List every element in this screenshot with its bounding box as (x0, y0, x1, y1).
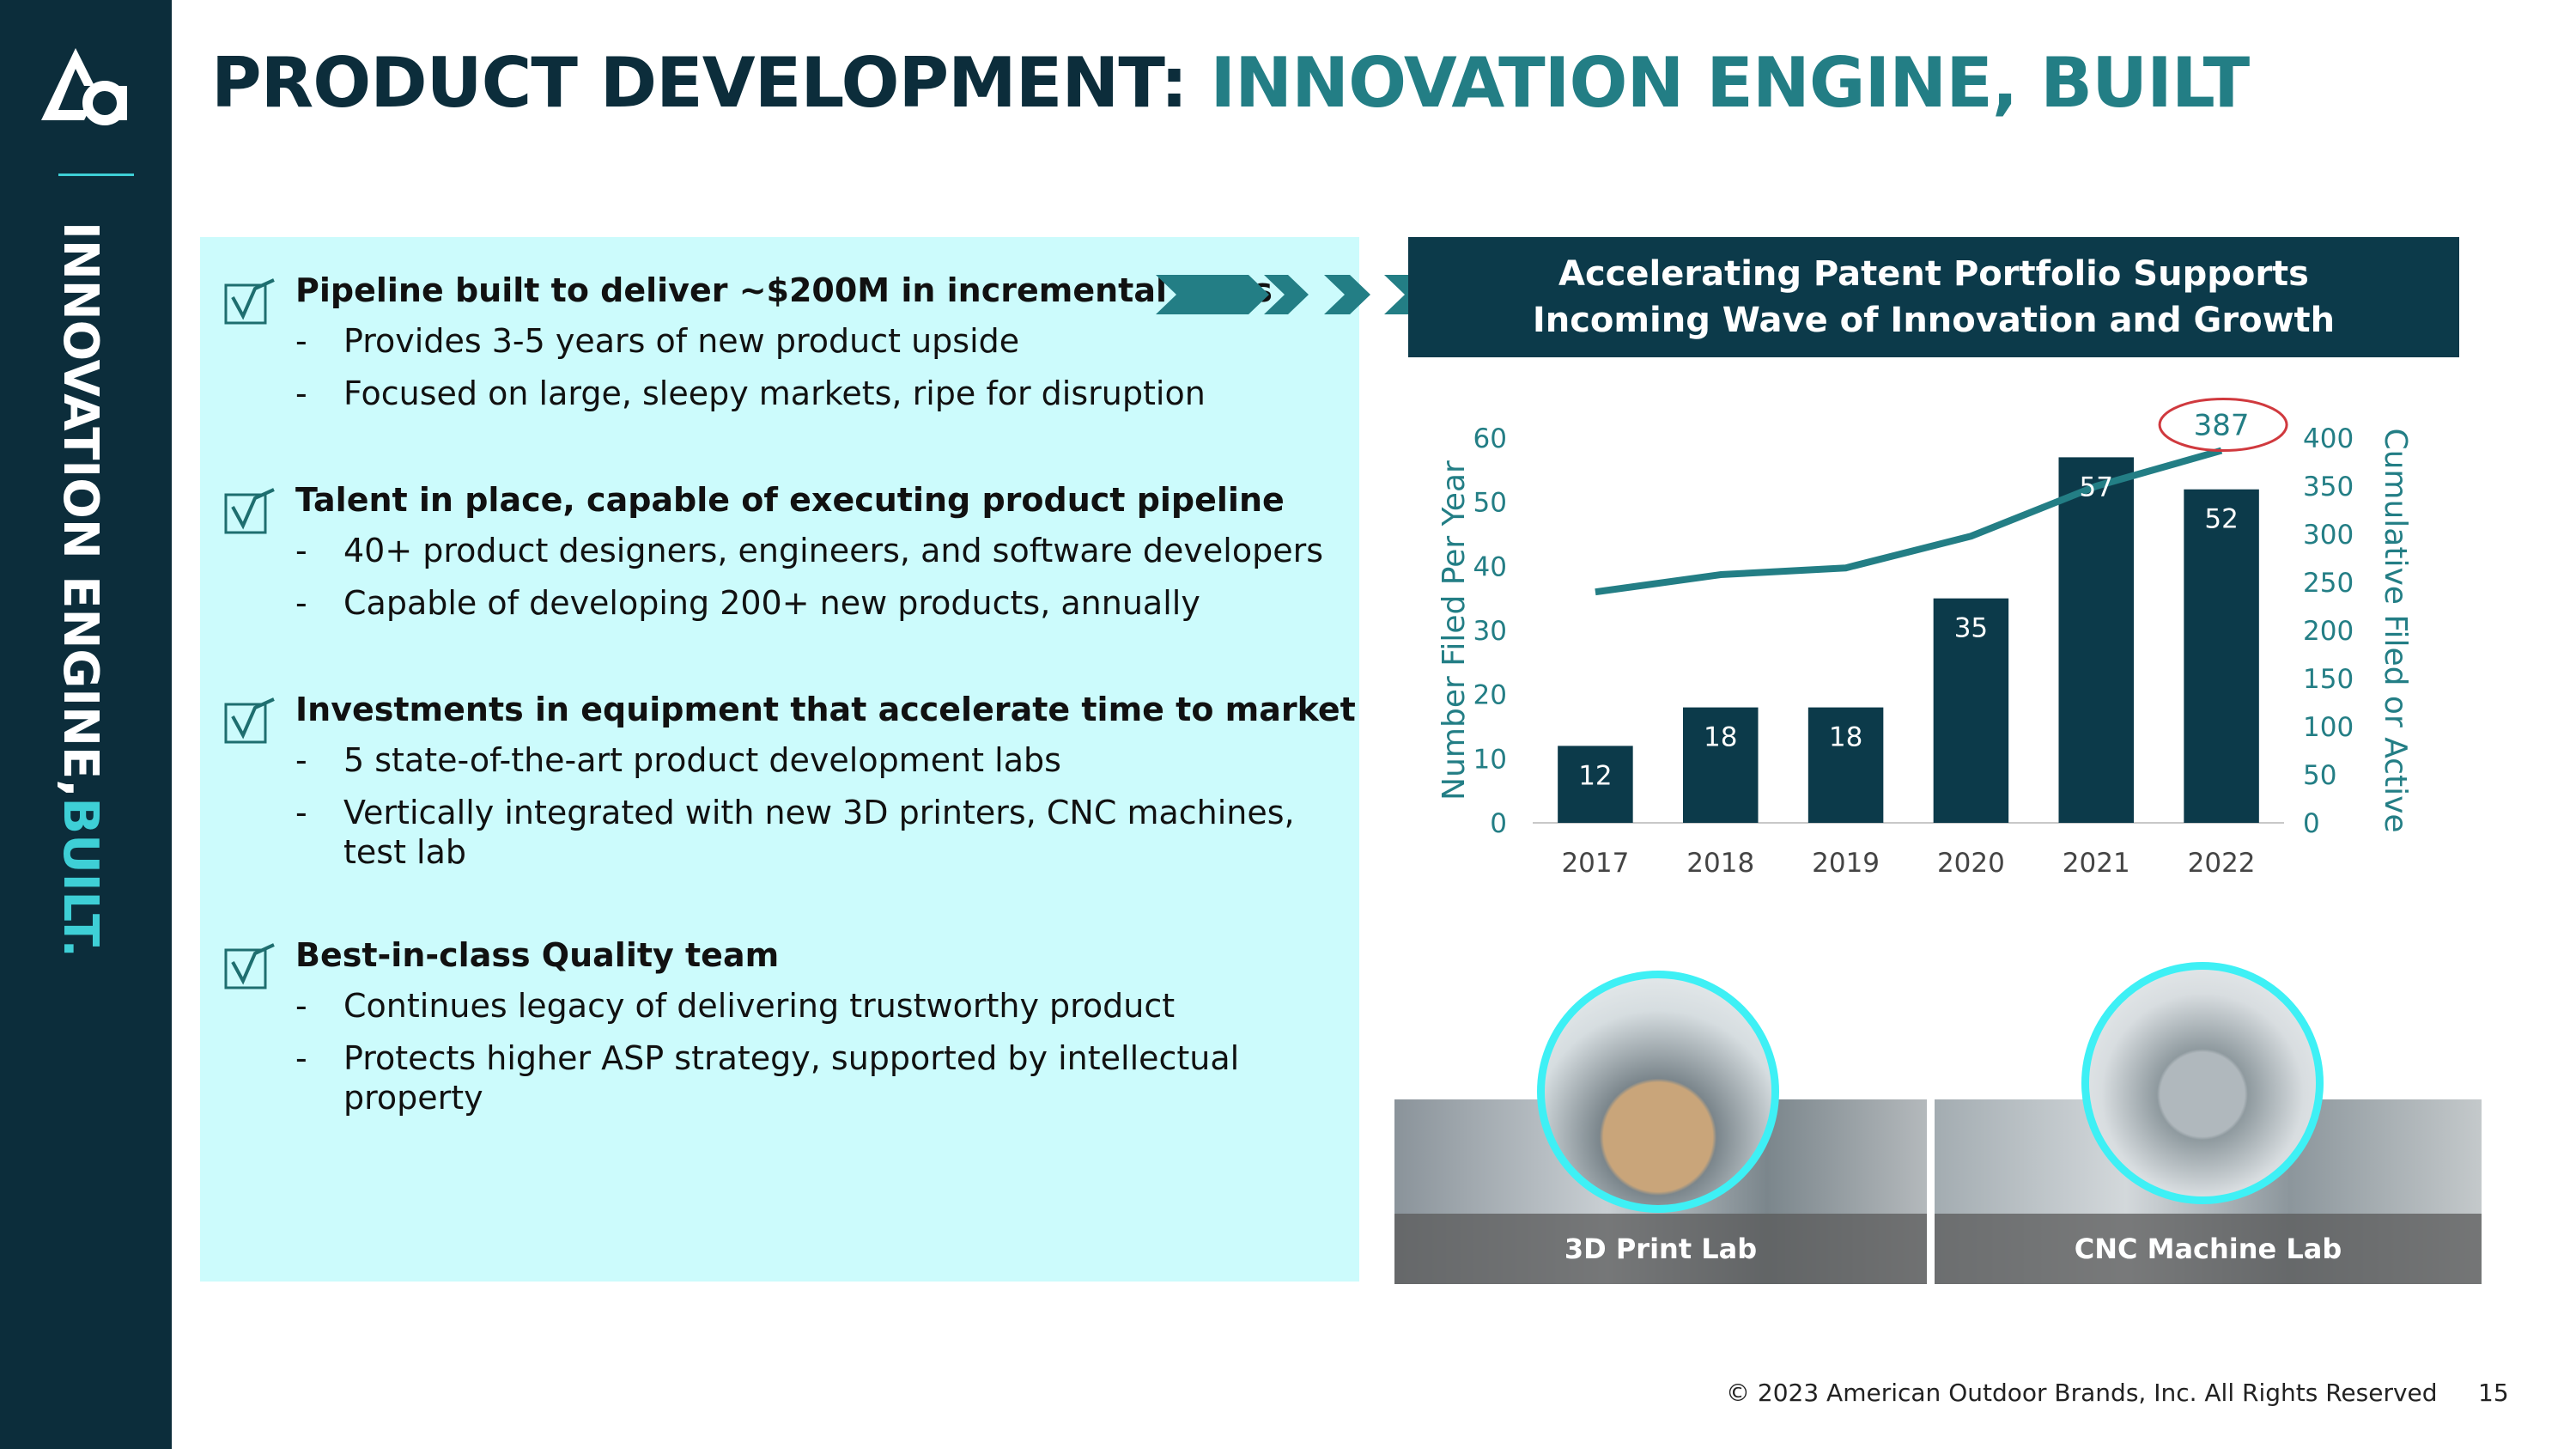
company-logo-icon (41, 48, 127, 125)
chart-bar (2184, 489, 2259, 823)
x-tick-label: 2020 (1937, 848, 2005, 879)
chart-bar (1933, 598, 2009, 823)
y-tick-label: 20 (1473, 680, 1507, 711)
y-tick-label: 10 (1473, 744, 1507, 775)
x-tick-label: 2022 (2188, 848, 2256, 879)
checkbox-check-icon (224, 697, 275, 744)
bullet-item: Provides 3-5 years of new product upside (295, 321, 1340, 361)
bar-value-label: 52 (2204, 504, 2238, 535)
y2-tick-label: 350 (2303, 472, 2354, 502)
chart-header: Accelerating Patent Portfolio Supports I… (1408, 237, 2459, 357)
y2-tick-label: 0 (2303, 808, 2320, 839)
point-bullets: Continues legacy of delivering trustwort… (295, 986, 1340, 1130)
bullet-item: 40+ product designers, engineers, and so… (295, 531, 1340, 570)
bar-value-label: 57 (2080, 472, 2113, 502)
y2-tick-label: 50 (2303, 760, 2336, 791)
y2-tick-label: 400 (2303, 423, 2354, 454)
checkbox-check-icon (224, 488, 275, 534)
point-bullets: 40+ product designers, engineers, and so… (295, 531, 1340, 636)
highlight-circle (2158, 398, 2288, 453)
y2-tick-label: 300 (2303, 520, 2354, 551)
photo-label: CNC Machine Lab (1935, 1214, 2482, 1284)
y2-tick-label: 100 (2303, 712, 2354, 743)
x-tick-label: 2019 (1812, 848, 1880, 879)
chart-axes: 0 10 20 30 40 50 60 0 50 100 150 200 250 300 350 400 Num… (1437, 423, 2413, 839)
y2-axis-title: Cumulative Filed or Active (2378, 428, 2413, 832)
y2-tick-label: 250 (2303, 568, 2354, 599)
highlights-panel: Pipeline built to deliver ~$200M in incr… (200, 237, 1359, 1282)
point-heading: Investments in equipment that accelerate… (295, 691, 1356, 728)
sidebar: INNOVATION ENGINE,BUILT. (0, 0, 172, 1449)
sidebar-divider (58, 174, 134, 176)
bullet-item: 5 state-of-the-art product development l… (295, 740, 1340, 780)
checkbox-check-icon (224, 943, 275, 989)
y-tick-label: 40 (1473, 551, 1507, 582)
point-bullets: Provides 3-5 years of new product upside… (295, 321, 1340, 426)
patent-chart: 0 10 20 30 40 50 60 0 50 100 150 200 250 300 350 400 Num… (1437, 398, 2413, 879)
page-title: PRODUCT DEVELOPMENT: INNOVATION ENGINE, … (211, 43, 2250, 123)
photo-circle-cnc (2081, 962, 2324, 1204)
y-tick-label: 60 (1473, 423, 1507, 454)
chart-bar (1558, 746, 1633, 823)
checkbox-check-icon (224, 278, 275, 325)
bullet-item: Continues legacy of delivering trustwort… (295, 986, 1340, 1026)
y-tick-label: 30 (1473, 616, 1507, 647)
chart-bar (1807, 707, 1884, 823)
y-tick-label: 0 (1490, 808, 1507, 839)
bullet-item: Protects higher ASP strategy, supported … (295, 1038, 1340, 1117)
title-part1: PRODUCT DEVELOPMENT: (211, 43, 1188, 123)
point-bullets: 5 state-of-the-art product development l… (295, 740, 1340, 885)
chart-header-line2: Incoming Wave of Innovation and Growth (1532, 301, 2336, 340)
x-tick-label: 2017 (1561, 848, 1629, 879)
photo-circle-3d-print (1537, 971, 1779, 1213)
footer-copyright: © 2023 American Outdoor Brands, Inc. All… (1726, 1379, 2438, 1407)
bar-value-label: 12 (1578, 760, 1612, 791)
sidebar-vertical-title: INNOVATION ENGINE,BUILT. (52, 222, 108, 958)
y-tick-label: 50 (1473, 488, 1507, 519)
x-tick-label: 2021 (2063, 848, 2130, 879)
title-part2: INNOVATION ENGINE, BUILT (1210, 43, 2250, 123)
point-heading: Talent in place, capable of executing pr… (295, 481, 1285, 519)
bullet-item: Focused on large, sleepy markets, ripe f… (295, 374, 1340, 413)
point-heading: Pipeline built to deliver ~$200M in incr… (295, 271, 1273, 309)
chart-bar (1683, 707, 1759, 823)
chart-bar (2058, 457, 2134, 823)
line-end-label: 387 (2194, 409, 2250, 443)
bar-value-label: 18 (1829, 722, 1862, 753)
chevron-arrows-icon (1156, 275, 1431, 314)
chart-bars (1558, 457, 2259, 823)
sidebar-vertical-accent: BUILT. (52, 797, 108, 958)
x-tick-label: 2018 (1686, 848, 1754, 879)
page-number: 15 (2478, 1379, 2509, 1407)
chart-line (1595, 447, 2223, 596)
photo-label: 3D Print Lab (1394, 1214, 1927, 1284)
bar-value-label: 35 (1954, 613, 1988, 644)
point-heading: Best-in-class Quality team (295, 936, 780, 974)
y2-tick-label: 150 (2303, 664, 2354, 695)
bullet-item: Vertically integrated with new 3D printe… (295, 793, 1340, 872)
bar-value-label: 18 (1704, 722, 1737, 753)
chart-header-line1: Accelerating Patent Portfolio Supports (1558, 254, 2309, 294)
cumulative-line (1595, 447, 2223, 596)
y2-tick-label: 200 (2303, 616, 2354, 647)
y-axis-title: Number Filed Per Year (1437, 460, 1472, 801)
bullet-item: Capable of developing 200+ new products,… (295, 583, 1340, 623)
chart-labels: 12 2017 18 2018 18 2019 35 2020 57 2021 52 2022 387 (1561, 398, 2288, 879)
